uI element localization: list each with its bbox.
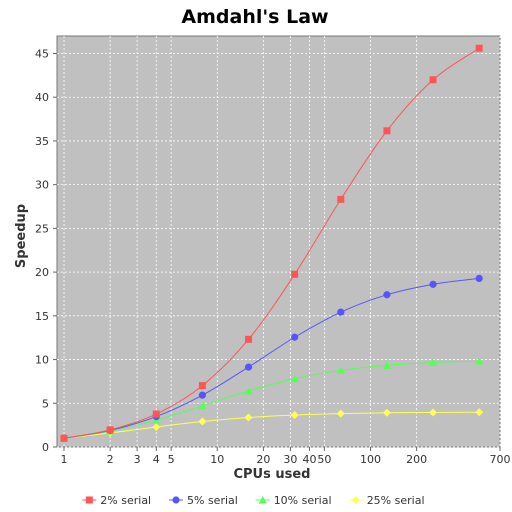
legend-item: 25% serial [348,494,425,507]
legend-item: 10% serial [255,494,332,507]
data-point [244,387,253,395]
grid [57,36,501,448]
legend: 2% serial 5% serial 10% serial 25% serial [82,494,425,507]
series-10-serial [60,357,484,442]
data-point [337,308,345,316]
x-tick-label: 40 [303,453,317,466]
x-tick-label: 700 [490,453,511,466]
x-tick-label: 5 [168,453,175,466]
y-tick-label: 40 [35,91,49,104]
series-line [63,277,480,439]
y-tick-label: 10 [35,354,49,367]
legend-marker [85,496,93,504]
x-axis-label: CPUs used [233,467,310,482]
data-point [245,335,253,343]
y-tick-label: 45 [35,47,49,60]
y-tick-label: 0 [42,441,49,454]
legend-marker [172,496,180,504]
x-tick-label: 1 [61,453,68,466]
y-tick-label: 35 [35,135,49,148]
series-line [63,47,480,439]
x-tick-label: 50 [317,453,331,466]
data-point [336,409,345,418]
x-tick-label: 100 [360,453,381,466]
x-tick-label: 3 [134,453,141,466]
series [60,44,484,443]
series-line [63,360,480,439]
data-point [291,333,299,341]
data-point [290,410,299,419]
x-tick-label: 4 [153,453,160,466]
data-point [383,127,391,135]
data-point [198,391,207,399]
data-point [152,422,161,431]
y-axis-label: Speedup [14,204,29,268]
data-point [106,426,114,434]
legend-label: 25% serial [367,494,425,507]
data-point [244,363,253,371]
y-tick-label: 20 [35,266,49,279]
data-point [382,408,391,417]
x-tick-label: 30 [283,453,297,466]
chart-title: Amdahl's Law [181,6,328,28]
data-point [475,408,484,417]
data-point [475,274,483,283]
x-tick-label: 20 [256,453,270,466]
plot-background [56,35,501,448]
data-point [337,195,345,203]
series-line [63,411,480,439]
legend-item: 5% serial [169,494,238,507]
legend-marker [258,496,267,504]
data-point [429,280,437,288]
data-point [475,357,484,365]
data-point [152,410,160,418]
y-tick-label: 30 [35,179,49,192]
y-tick-label: 5 [42,397,49,410]
data-point [429,408,438,417]
plot-area [56,35,501,448]
y-tick-label: 15 [35,310,49,323]
data-point [475,44,483,52]
data-point [382,361,391,369]
legend-label: 2% serial [100,494,151,507]
legend-label: 5% serial [187,494,238,507]
legend-label: 10% serial [274,494,332,507]
y-tick-label: 25 [35,222,49,235]
x-tick-label: 10 [210,453,224,466]
data-point [336,366,345,374]
data-point [429,76,437,84]
series-2-serial [60,44,483,442]
x-tick-label: 200 [406,453,427,466]
x-tick-label: 2 [107,453,114,466]
data-point [244,413,253,422]
legend-marker [351,496,360,504]
data-point [290,374,299,383]
data-point [383,291,391,299]
data-point [291,270,299,278]
data-point [198,417,207,426]
data-point [429,358,438,367]
data-point [60,434,68,442]
data-point [198,401,207,410]
data-point [198,382,206,390]
legend-item: 2% serial [82,494,151,507]
